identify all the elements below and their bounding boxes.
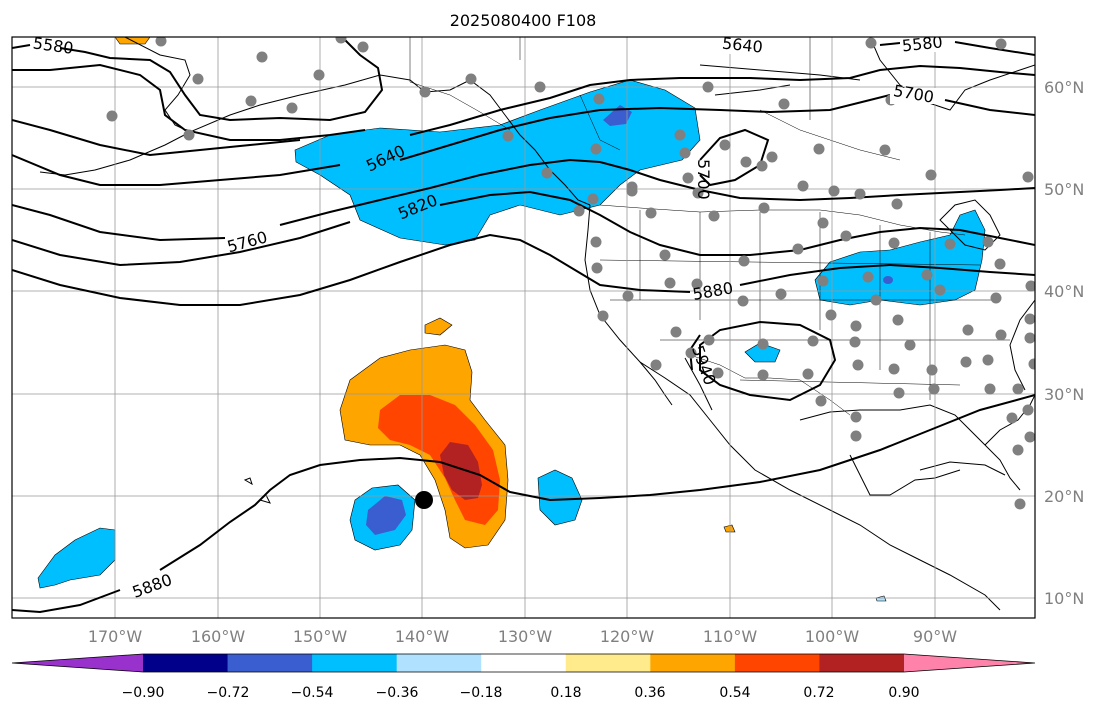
contour-5700-east xyxy=(12,94,1035,186)
contour-label: 5580 xyxy=(32,33,75,57)
colorbar-segment xyxy=(650,654,736,672)
colorbar-tick-label: −0.36 xyxy=(376,685,419,701)
shade-far-west-blue xyxy=(37,527,116,589)
ak-canada-border xyxy=(409,37,511,131)
atlantic-coast xyxy=(1009,299,1035,391)
lon-label: 90°W xyxy=(913,627,957,646)
florida xyxy=(984,394,1035,446)
longitude-labels: 170°W 160°W 150°W 140°W 130°W 120°W 110°… xyxy=(88,627,957,646)
lon-label: 120°W xyxy=(600,627,655,646)
lat-label: 60°N xyxy=(1044,78,1084,97)
lon-label: 100°W xyxy=(805,627,860,646)
contour-5880-upper xyxy=(12,233,1035,306)
contour-label: 5640 xyxy=(721,34,763,57)
colorbar-tick-label: 0.90 xyxy=(888,685,919,701)
lat-label: 20°N xyxy=(1044,487,1084,506)
contour-5760-closed xyxy=(699,128,770,187)
colorbar-outline xyxy=(11,653,1036,673)
cuba xyxy=(919,461,1006,476)
colorbar-extend-min xyxy=(12,654,143,672)
great-lakes xyxy=(939,199,1001,251)
storm-center-marker xyxy=(415,491,433,509)
colorbar-segment xyxy=(734,654,820,672)
colorbar-extend-max xyxy=(904,654,1035,672)
colorbar-ticks: −0.90 −0.72 −0.54 −0.36 −0.18 0.18 0.36 … xyxy=(122,685,920,701)
contour-label: 5580 xyxy=(901,32,943,55)
colorbar-tick-label: 0.54 xyxy=(719,685,750,701)
west-coast xyxy=(584,204,1001,611)
shade-small-blue xyxy=(875,595,887,602)
colorbar-segment xyxy=(565,654,651,672)
lon-label: 150°W xyxy=(293,627,348,646)
contour-label: 5940 xyxy=(688,343,720,388)
lon-label: 170°W xyxy=(88,627,143,646)
lat-label: 30°N xyxy=(1044,385,1084,404)
us-mexico-border xyxy=(689,354,851,416)
lat-label: 40°N xyxy=(1044,282,1084,301)
gulf-coast xyxy=(799,404,1021,491)
shade-hawaii-blue-right xyxy=(537,469,583,526)
contour-label: 5700 xyxy=(694,159,713,200)
us-canada-border xyxy=(599,204,966,236)
colorbar-segment xyxy=(312,654,398,672)
colorbar-tick-label: 0.72 xyxy=(803,685,834,701)
contour-5880-lower xyxy=(12,394,1035,614)
colorbar-segment xyxy=(396,654,482,672)
shade-darkred xyxy=(440,442,482,500)
lat-label: 50°N xyxy=(1044,180,1084,199)
colorbar-tick-label: 0.36 xyxy=(634,685,665,701)
contour-label: 5760 xyxy=(225,227,269,256)
colorbar-tick-label: −0.54 xyxy=(291,685,334,701)
contour-5760 xyxy=(12,158,1035,242)
shade-sw-blue xyxy=(744,342,781,363)
colorbar-segment xyxy=(227,654,313,672)
political-borders xyxy=(409,37,1010,416)
figure-title: 2025080400 F108 xyxy=(450,11,597,30)
latitude-labels: 60°N 50°N 40°N 30°N 20°N 10°N xyxy=(1044,78,1084,608)
shade-gulf-alaska-blue xyxy=(294,79,701,246)
colorbar-segment xyxy=(819,654,905,672)
lon-label: 130°W xyxy=(498,627,553,646)
colorbar-tick-label: −0.72 xyxy=(207,685,250,701)
shaded-anomalies xyxy=(37,37,986,602)
shade-small-orange xyxy=(723,524,736,533)
yucatan xyxy=(849,454,961,496)
contour-5640-east xyxy=(12,64,1035,157)
contour-5820 xyxy=(12,190,1035,267)
colorbar-tick-label: −0.90 xyxy=(122,685,165,701)
lon-label: 160°W xyxy=(191,627,246,646)
shade-north-blue-core xyxy=(603,105,632,126)
shade-great-lakes-blue-core xyxy=(883,276,893,284)
contour-label: 5880 xyxy=(130,570,175,602)
contour-5640-west xyxy=(12,63,366,141)
shade-hawaii-blue-left-core xyxy=(366,496,406,535)
contour-5580-east xyxy=(879,41,1035,56)
height-contours xyxy=(12,39,1035,614)
hawaii xyxy=(243,477,271,504)
colorbar xyxy=(11,653,1036,673)
contour-5580-west xyxy=(12,39,384,122)
lon-label: 110°W xyxy=(703,627,758,646)
colorbar-segment xyxy=(481,654,567,672)
map-frame xyxy=(11,36,1036,619)
colorbar-tick-label: 0.18 xyxy=(550,685,581,701)
colorbar-tick-label: −0.18 xyxy=(460,685,503,701)
lat-label: 10°N xyxy=(1044,589,1084,608)
baja xyxy=(639,357,713,411)
colorbar-segment xyxy=(143,654,229,672)
lon-label: 140°W xyxy=(395,627,450,646)
